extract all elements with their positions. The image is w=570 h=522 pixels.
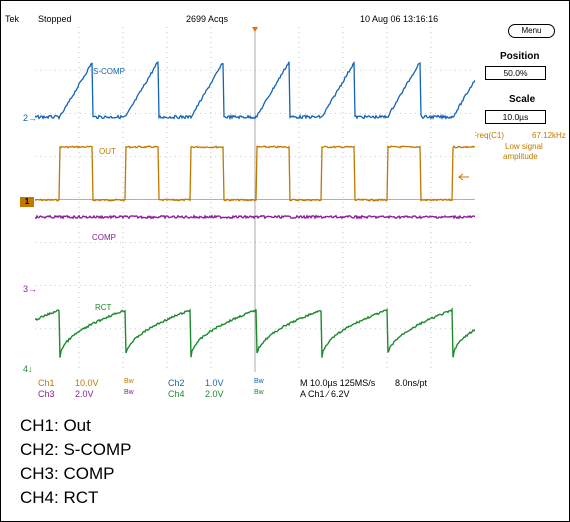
ch2-bw: Bw [254, 378, 264, 385]
scale-value[interactable]: 10.0µs [485, 110, 546, 124]
scomp-trace-label: S-COMP [93, 67, 125, 76]
acquisition-count: 2699 Acqs [186, 14, 229, 24]
freq-label: Freq(C1) [472, 131, 505, 140]
caption-ch4: CH4: RCT [20, 488, 99, 507]
ch4-volts: 2.0V [205, 389, 224, 399]
ch3-comp-waveform [35, 214, 475, 220]
scale-label: Scale [509, 94, 536, 105]
ch1-readout-label: Ch1 [38, 378, 55, 388]
trigger-level-icon [458, 173, 469, 181]
ch1-ground-marker: 1 [20, 197, 34, 207]
freq-note-line1: Low signal [505, 142, 543, 151]
rct-trace-label: RCT [95, 303, 112, 312]
menu-button[interactable]: Menu [508, 24, 555, 38]
position-value[interactable]: 50.0% [485, 66, 546, 80]
freq-note-line2: amplitude [503, 152, 538, 161]
trigger-position-icon [252, 27, 258, 32]
ch2-readout-label: Ch2 [168, 378, 185, 388]
ch2-volts: 1.0V [205, 378, 224, 388]
ch3-volts: 2.0V [75, 389, 94, 399]
scope-display: S-COMP OUT COMP RCT [35, 27, 475, 372]
caption-ch3: CH3: COMP [20, 464, 115, 483]
out-trace-label: OUT [99, 147, 116, 156]
trigger-readout: A Ch1 ⁄ 6.2V [300, 389, 350, 399]
ch1-out-waveform [35, 144, 475, 202]
ch2-ground-marker: 2→ [23, 113, 38, 123]
tek-brand: Tek [5, 14, 20, 24]
sample-interval: 8.0ns/pt [395, 378, 428, 388]
caption-ch1: CH1: Out [20, 416, 91, 435]
timebase-readout: M 10.0µs 125MS/s [300, 378, 376, 388]
ch4-bw: Bw [254, 389, 264, 396]
ch1-volts: 10.0V [75, 378, 99, 388]
acquisition-status: Stopped [38, 14, 72, 24]
ch4-readout-label: Ch4 [168, 389, 185, 399]
graticule [35, 27, 475, 372]
ch3-bw: Bw [124, 389, 134, 396]
ch4-rct-waveform [35, 307, 475, 358]
comp-trace-label: COMP [92, 233, 116, 242]
ch4-ground-marker: 4↓ [23, 364, 33, 374]
ch1-bw: Bw [124, 378, 134, 385]
position-label: Position [500, 51, 540, 62]
freq-value: 67.12kHz [532, 131, 566, 140]
ch3-ground-marker: 3→ [23, 284, 38, 294]
ch2-scomp-waveform [35, 61, 475, 121]
datetime: 10 Aug 06 13:16:16 [360, 14, 439, 24]
ch3-readout-label: Ch3 [38, 389, 55, 399]
caption-ch2: CH2: S-COMP [20, 440, 132, 459]
